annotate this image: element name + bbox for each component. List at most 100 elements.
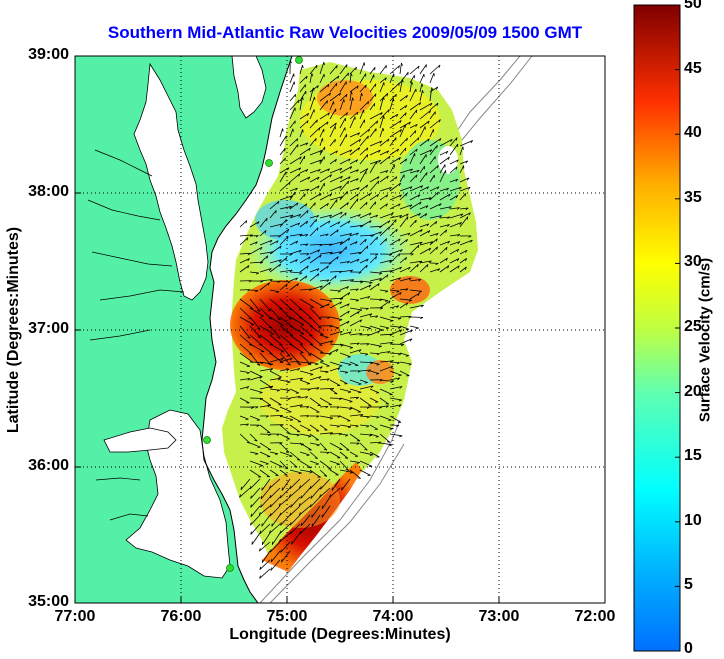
velocity-arrow-head [379,140,383,144]
velocity-arrow-head [420,229,423,233]
velocity-arrow [259,268,272,273]
velocity-arrow [399,298,412,301]
velocity-arrow-head [436,246,438,250]
velocity-arrow [399,352,409,356]
velocity-arrow [299,298,314,308]
velocity-arrow [249,352,261,366]
velocity-arrow [259,568,271,579]
velocity-arrow-head [356,462,360,464]
velocity-arrow [339,406,353,409]
velocity-arrow [379,170,389,174]
velocity-arrow [349,169,359,174]
velocity-arrow [299,275,308,282]
velocity-arrow [389,148,399,156]
velocity-arrow [399,112,407,120]
station-marker [226,564,234,572]
velocity-arrow [349,85,359,93]
velocity-arrow-head [380,307,384,310]
velocity-arrow [319,74,325,84]
velocity-arrow-head [417,65,420,69]
velocity-arrow-head [278,259,282,263]
velocity-arrow [339,246,347,255]
velocity-arrow [359,385,374,390]
velocity-arrow [399,338,413,345]
velocity-arrow-head [417,264,419,268]
velocity-arrow [289,415,302,423]
velocity-arrow-head [371,234,375,238]
velocity-arrow [329,388,338,395]
velocity-arrow [369,388,380,394]
velocity-arrow-head [385,203,388,207]
velocity-arrow [299,220,308,228]
velocity-arrow [399,71,409,84]
velocity-arrow [349,66,357,75]
velocity-arrow [389,120,402,129]
velocity-arrow [389,361,400,363]
velocity-arrow-head [389,187,392,190]
velocity-arrow-head [364,448,368,451]
velocity-arrow [329,251,342,255]
velocity-arrow-head [384,77,387,81]
velocity-arrow-head [316,415,320,418]
velocity-arrow-head [306,120,309,124]
velocity-arrow [299,203,308,210]
velocity-arrow [290,523,301,535]
velocity-arrow [259,230,267,237]
velocity-arrow [289,259,298,264]
colorbar-tick-label: 25 [684,318,702,335]
velocity-arrow-head [375,253,379,256]
velocity-arrow-head [299,530,302,535]
velocity-arrow [419,102,433,111]
velocity-arrow [369,140,382,147]
velocity-arrow-head [308,354,312,356]
velocity-arrow-head [385,300,389,302]
velocity-arrow-head [306,210,309,214]
velocity-arrow [379,415,392,421]
velocity-arrow [309,325,324,336]
velocity-arrow-head [275,453,279,455]
velocity-arrow [349,178,359,183]
velocity-arrow [369,67,376,75]
velocity-arrow-head [246,442,250,444]
velocity-arrow-head [317,185,320,189]
velocity-arrow-head [296,361,300,364]
velocity-arrow [359,264,368,273]
albemarle-sound [103,427,177,453]
velocity-arrow-head [356,442,360,445]
velocity-arrow [339,237,351,246]
velocity-arrow-head [318,327,322,329]
velocity-arrow [349,116,356,129]
velocity-arrow-head [419,201,422,205]
velocity-arrow [399,94,408,102]
velocity-arrow [279,307,292,320]
velocity-arrow [259,451,271,457]
velocity-arrow-head [309,504,312,508]
velocity-arrow [319,156,325,165]
velocity-arrow-head [247,258,250,262]
velocity-arrow [299,379,310,384]
velocity-arrow [279,469,288,476]
velocity-arrow-head [399,292,402,296]
velocity-arrow [379,175,389,183]
velocity-arrow-head [366,264,368,269]
velocity-arrow-head [288,181,291,186]
velocity-arrow-head [439,203,442,207]
velocity-arrow-head [399,215,403,218]
velocity-arrow-head [405,105,408,109]
velocity-arrow [409,244,420,255]
velocity-arrow-head [409,338,413,342]
velocity-arrow [349,469,361,479]
velocity-arrow-head [390,213,394,216]
velocity-arrow-head [447,265,450,269]
velocity-arrow [299,424,311,431]
velocity-arrow [309,176,320,183]
velocity-arrow-head [369,313,373,317]
velocity-arrow [250,523,261,535]
velocity-arrow [319,424,328,431]
velocity-arrow [399,158,408,165]
velocity-arrow [329,275,337,282]
velocity-arrow-head [415,124,418,128]
velocity-arrow [399,104,408,111]
velocity-arrow-head [336,229,339,233]
velocity-arrow [449,213,464,219]
